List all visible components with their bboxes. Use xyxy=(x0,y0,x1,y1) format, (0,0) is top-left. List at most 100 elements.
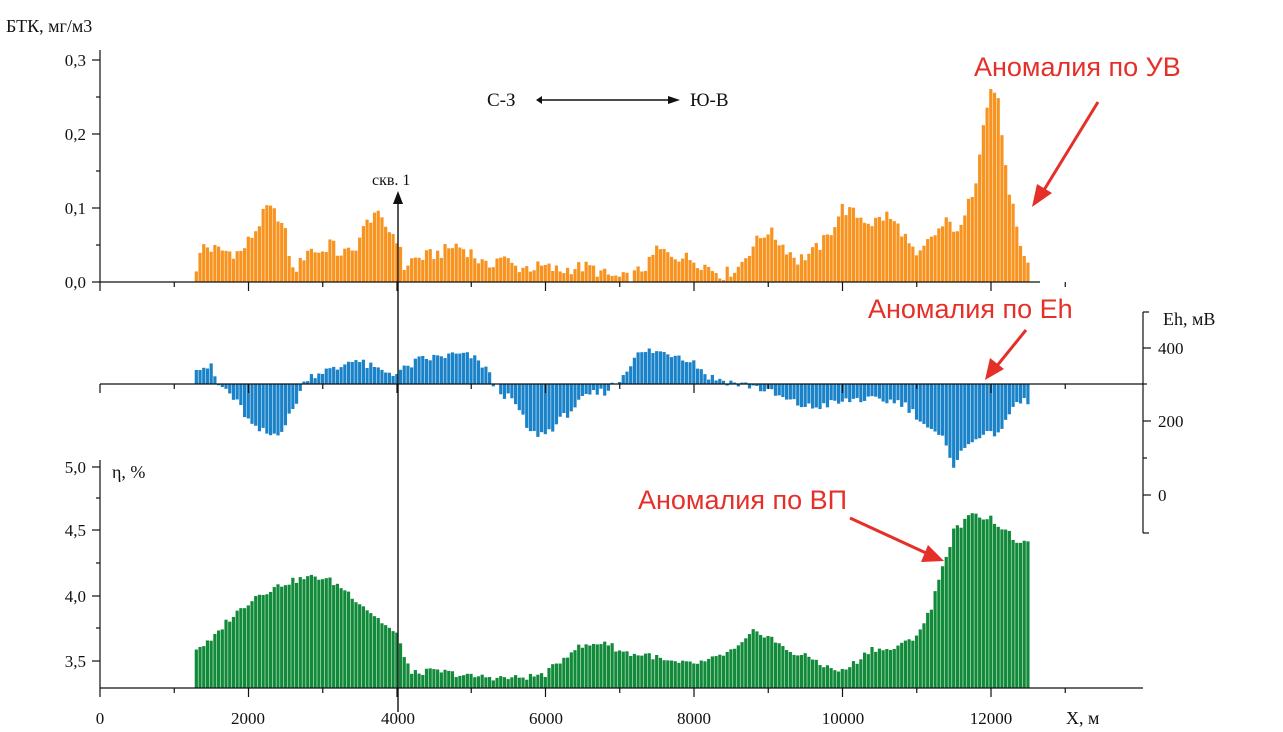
eh-bar xyxy=(647,348,651,384)
eh-bar xyxy=(317,373,321,384)
eh-bar xyxy=(658,351,662,384)
eh-bar xyxy=(376,367,380,384)
eh-bar xyxy=(937,384,941,435)
vp-bar xyxy=(684,661,688,688)
eh-bar xyxy=(209,363,213,384)
vp-bar xyxy=(989,515,993,688)
eh-bar xyxy=(959,384,963,451)
vp-bar xyxy=(658,657,662,688)
btk-bar xyxy=(970,197,974,282)
btk-bar xyxy=(729,276,733,282)
eh-bar xyxy=(907,384,911,413)
eh-bar xyxy=(562,384,566,413)
btk-bar xyxy=(539,265,544,282)
eh-bar xyxy=(944,384,948,446)
eh-bar xyxy=(372,367,377,384)
eh-bar xyxy=(402,365,406,384)
btk-bar xyxy=(747,255,752,282)
btk-tick-label: 0,2 xyxy=(65,125,86,144)
eh-bar xyxy=(729,380,733,384)
eh-bar xyxy=(911,384,915,410)
btk-bar xyxy=(985,107,989,283)
vp-bar xyxy=(283,585,288,688)
vp-bar xyxy=(985,519,989,688)
eh-bar xyxy=(547,384,551,430)
vp-bar xyxy=(692,663,696,688)
btk-bar xyxy=(369,222,373,282)
vp-bar xyxy=(959,527,963,688)
eh-bar xyxy=(952,384,956,468)
btk-bar xyxy=(469,249,473,282)
vp-bar xyxy=(202,646,206,688)
vp-axis-title: η, % xyxy=(112,462,145,482)
vp-bar xyxy=(829,668,833,688)
x-tick-label: 4000 xyxy=(381,709,415,728)
vp-bar xyxy=(777,643,781,688)
vp-bar xyxy=(911,640,915,688)
eh-bar xyxy=(484,366,488,384)
btk-bar xyxy=(840,203,844,282)
eh-bar xyxy=(811,384,815,409)
eh-bar xyxy=(328,368,332,384)
btk-bar xyxy=(888,218,893,282)
vp-bar xyxy=(922,623,926,688)
eh-bar xyxy=(213,376,217,384)
vp-bar xyxy=(636,655,640,688)
btk-bar xyxy=(703,264,707,282)
vp-bar xyxy=(918,629,922,688)
x-tick-label: 10000 xyxy=(822,709,865,728)
eh-bar xyxy=(881,384,885,402)
vp-bar xyxy=(369,613,373,688)
eh-bar xyxy=(833,384,837,401)
btk-bar xyxy=(320,251,325,282)
vp-bar xyxy=(398,643,403,688)
btk-bar xyxy=(978,154,982,282)
eh-bar xyxy=(610,382,614,384)
vp-bar xyxy=(855,663,859,688)
eh-bar xyxy=(332,366,336,384)
btk-bar xyxy=(417,257,421,282)
vp-bar xyxy=(610,643,614,688)
btk-bar xyxy=(933,235,937,282)
eh-bar xyxy=(621,375,625,384)
btk-bar xyxy=(666,252,670,282)
btk-bar xyxy=(257,226,262,282)
eh-x-ticks xyxy=(99,384,1066,393)
btk-y-axis xyxy=(92,50,101,283)
eh-bar xyxy=(855,384,859,398)
vp-bar xyxy=(892,648,896,688)
btk-bar xyxy=(914,255,919,282)
eh-bar xyxy=(773,384,778,396)
vp-bar xyxy=(740,642,744,688)
eh-bar xyxy=(966,384,971,445)
eh-bar xyxy=(354,360,358,384)
eh-bar xyxy=(250,384,254,424)
btk-bar xyxy=(658,249,662,282)
btk-bar xyxy=(209,251,213,282)
vp-bar xyxy=(551,664,555,688)
btk-bar xyxy=(268,205,273,282)
btk-bar xyxy=(372,212,377,282)
btk-bar xyxy=(517,272,521,282)
eh-bar xyxy=(673,355,677,384)
eh-bar xyxy=(569,384,573,412)
btk-bar xyxy=(699,269,703,282)
vp-bar xyxy=(929,609,933,688)
btk-bar xyxy=(488,267,492,282)
vp-bar xyxy=(209,640,213,688)
btk-bar xyxy=(755,235,759,282)
vp-tick-label: 4,5 xyxy=(65,521,86,540)
vp-bar xyxy=(848,667,852,688)
btk-bar xyxy=(918,250,922,282)
vp-bar xyxy=(1015,542,1019,688)
vp-bar xyxy=(488,677,492,688)
vp-bar xyxy=(940,566,945,688)
eh-bar xyxy=(417,356,421,384)
vp-bar xyxy=(807,656,811,688)
vp-bar xyxy=(569,652,573,688)
vp-bar xyxy=(450,671,455,688)
eh-bar xyxy=(517,384,521,411)
x-tick-label: 8000 xyxy=(677,709,711,728)
btk-bar xyxy=(862,222,867,282)
eh-bar xyxy=(892,384,896,404)
